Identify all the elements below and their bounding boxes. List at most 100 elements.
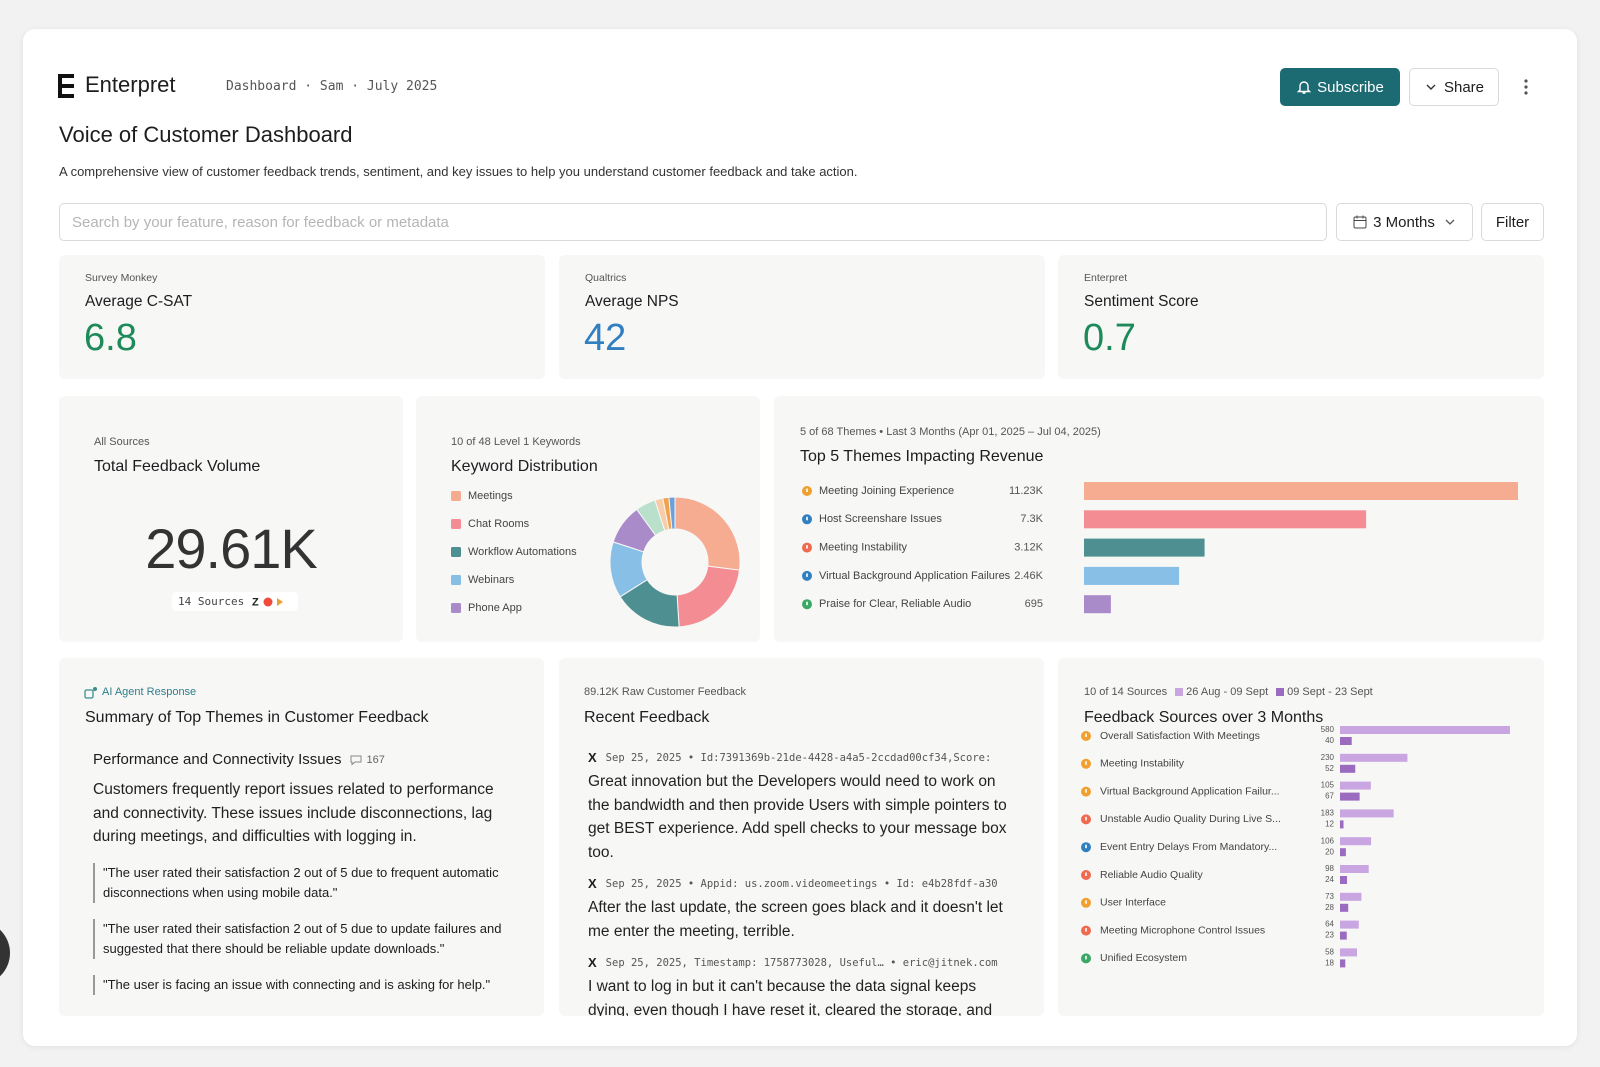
quote: "The user rated their satisfaction 2 out… <box>93 918 523 959</box>
theme-value: 3.12K <box>1014 542 1043 554</box>
breadcrumb[interactable]: Dashboard · Sam · July 2025 <box>226 79 438 94</box>
status-icon-mark <box>806 601 808 606</box>
kpi-card: Qualtrics Average NPS 42 <box>559 255 1045 379</box>
source-bar <box>1340 820 1344 829</box>
source-bar <box>1340 764 1356 773</box>
card-subtitle: 5 of 68 Themes • Last 3 Months (Apr 01, … <box>800 426 1101 438</box>
chevron-icon <box>1426 84 1436 90</box>
source-bar <box>1340 737 1352 745</box>
legend-swatch <box>451 519 461 529</box>
page-title: Voice of Customer Dashboard <box>59 122 353 147</box>
source-icon: X <box>588 750 597 765</box>
theme-label: Praise for Clear, Reliable Audio <box>819 598 971 610</box>
source-label: Meeting Microphone Control Issues <box>1100 924 1265 936</box>
kpi-source: Enterpret <box>1084 272 1128 284</box>
donut-segment <box>674 496 741 571</box>
source-value: 105 <box>1321 781 1335 790</box>
summary-heading-row: Performance and Connectivity Issues 167 <box>93 751 523 768</box>
legend-label: Chat Rooms <box>468 518 530 530</box>
source-icons: Z <box>252 596 284 608</box>
theme-value: 11.23K <box>1009 485 1044 497</box>
date-range-label: 3 Months <box>1373 213 1435 231</box>
side-handle[interactable] <box>0 918 12 988</box>
sources-chart: Overall Satisfaction With Meetings 580 40 M… <box>1081 725 1510 968</box>
legend-swatch <box>1276 688 1285 696</box>
legend-label: 26 Aug - 09 Sept <box>1186 686 1269 698</box>
sources-count: 14 Sources <box>178 595 245 608</box>
comment-icon <box>350 755 362 766</box>
kpi-source: Qualtrics <box>585 272 627 284</box>
theme-bar <box>1084 510 1367 529</box>
kpi-label: Average C-SAT <box>85 293 193 310</box>
kpi-value: 42 <box>584 317 627 359</box>
source-label: Overall Satisfaction With Meetings <box>1100 730 1260 742</box>
source-bar <box>1340 865 1369 873</box>
volume-value: 29.61K <box>145 517 318 580</box>
quote: "The user rated their satisfaction 2 out… <box>93 862 523 903</box>
legend-swatch <box>451 603 461 613</box>
search-input[interactable]: Search by your feature, reason for feedb… <box>59 203 1327 241</box>
source-bar <box>1340 848 1346 857</box>
kpi-label: Sentiment Score <box>1084 293 1199 310</box>
status-icon-mark <box>806 516 808 521</box>
card-title: Top 5 Themes Impacting Revenue <box>800 448 1044 465</box>
themes-card: 5 of 68 Themes • Last 3 Months (Apr 01, … <box>774 396 1544 642</box>
source-bar <box>1340 959 1346 968</box>
card-subtitle: 89.12K Raw Customer Feedback <box>584 686 747 698</box>
source-bar <box>1340 876 1348 884</box>
summary-body: Performance and Connectivity Issues 167 … <box>93 751 523 1011</box>
source-label: User Interface <box>1100 897 1166 909</box>
summary-text: Customers frequently report issues relat… <box>93 781 494 845</box>
source-label: Meeting Instability <box>1100 758 1185 770</box>
quote-list: "The user rated their satisfaction 2 out… <box>93 862 523 995</box>
sources-badge: 14 Sources Z <box>172 592 299 611</box>
source-value: 64 <box>1325 920 1334 929</box>
sources-card: 10 of 14 Sources 26 Aug - 09 Sept 09 Sept… <box>1058 658 1544 1016</box>
feedback-meta: X Sep 25, 2025, Timestamp: 1758773028, Us… <box>588 955 1018 970</box>
source-bar <box>1340 792 1360 801</box>
status-icon-mark <box>1085 816 1087 821</box>
source-value: 23 <box>1325 931 1334 940</box>
kpi-label: Average NPS <box>585 293 679 310</box>
theme-value: 7.3K <box>1020 513 1043 525</box>
status-icon-mark <box>1085 900 1087 904</box>
kpi-card: Enterpret Sentiment Score 0.7 <box>1058 255 1544 379</box>
card-title: Feedback Sources over 3 Months <box>1084 709 1324 726</box>
brand-logo <box>58 74 74 98</box>
theme-bar <box>1084 566 1180 585</box>
source-label: Unified Ecosystem <box>1100 952 1187 964</box>
legend-label: Meetings <box>468 490 513 502</box>
more-menu[interactable] <box>1520 76 1532 98</box>
keyword-chart: Meetings Chat Rooms Workflow Automations We… <box>451 490 741 628</box>
theme-bar <box>1084 482 1518 500</box>
legend-label: Workflow Automations <box>468 546 577 558</box>
card-source: All Sources <box>94 436 150 448</box>
filter-button[interactable]: Filter <box>1481 203 1544 241</box>
card-title: Summary of Top Themes in Customer Feedba… <box>85 709 429 726</box>
feedback-text: Great innovation but the Developers woul… <box>588 773 1007 861</box>
theme-label: Meeting Instability <box>819 542 908 554</box>
legend-swatch <box>451 547 461 557</box>
status-icon-mark <box>806 488 808 492</box>
legend-label: Phone App <box>468 602 522 614</box>
card-subtitle: 10 of 14 Sources <box>1084 686 1168 698</box>
feedback-meta: X Sep 25, 2025 • Appid: us.zoom.videomeet… <box>588 876 1018 891</box>
quote: "The user is facing an issue with connec… <box>93 974 523 995</box>
source-value: 24 <box>1325 875 1334 884</box>
source-value: 20 <box>1325 847 1334 856</box>
theme-bar <box>1084 595 1111 614</box>
donut-segment <box>676 565 741 628</box>
recent-feedback-card: 89.12K Raw Customer Feedback Recent Feed… <box>559 658 1044 1016</box>
source-value: 58 <box>1325 948 1334 957</box>
date-range-button[interactable]: 3 Months <box>1336 203 1473 241</box>
source-label: Unstable Audio Quality During Live S... <box>1100 813 1281 825</box>
share-button[interactable]: Share <box>1409 68 1499 106</box>
source-value: 98 <box>1325 864 1334 873</box>
status-icon-mark <box>1085 928 1087 932</box>
source-bar <box>1340 809 1394 818</box>
subscribe-button[interactable]: Subscribe <box>1280 68 1400 106</box>
theme-value: 2.46K <box>1014 570 1043 582</box>
total-volume-card: All Sources Total Feedback Volume 29.61K… <box>59 396 403 642</box>
source-value: 28 <box>1325 903 1334 912</box>
